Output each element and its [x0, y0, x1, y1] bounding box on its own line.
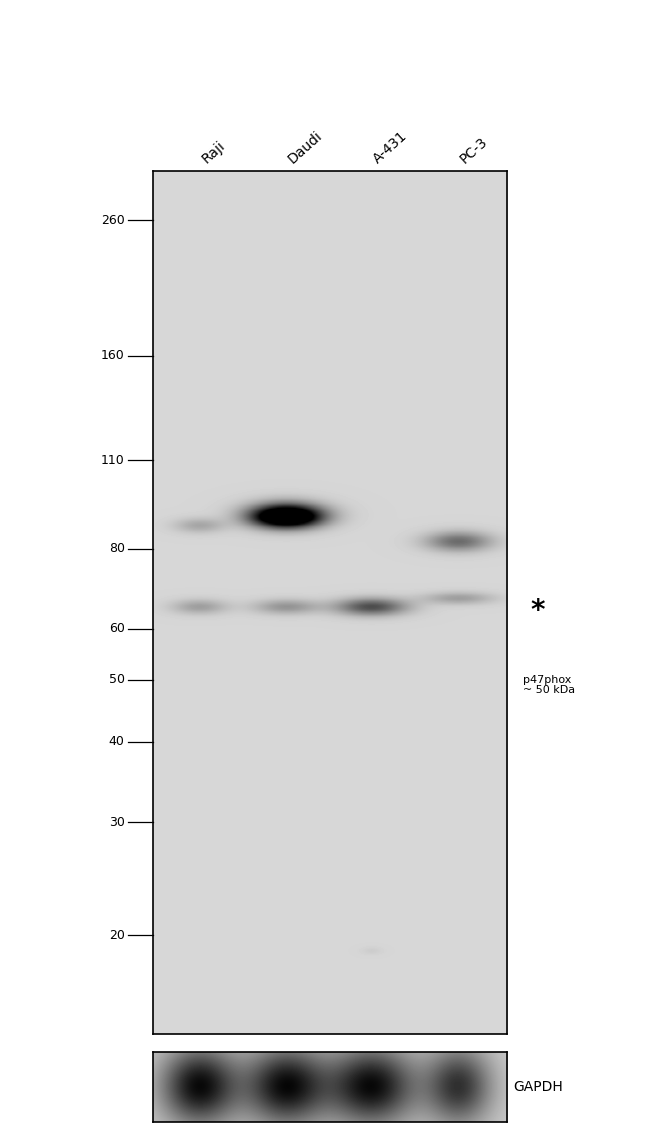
- Text: 260: 260: [101, 214, 125, 227]
- Text: 40: 40: [109, 735, 125, 749]
- Text: *: *: [530, 597, 545, 625]
- Text: 160: 160: [101, 350, 125, 362]
- Text: A-431: A-431: [370, 129, 410, 166]
- Text: ~ 50 kDa: ~ 50 kDa: [523, 686, 575, 695]
- Text: p47phox: p47phox: [523, 676, 571, 686]
- Text: 80: 80: [109, 542, 125, 555]
- Text: 20: 20: [109, 928, 125, 942]
- Text: GAPDH: GAPDH: [514, 1080, 564, 1094]
- Text: PC-3: PC-3: [458, 135, 490, 166]
- Text: Raji: Raji: [199, 138, 228, 166]
- Text: 110: 110: [101, 454, 125, 466]
- Text: Daudi: Daudi: [285, 128, 326, 166]
- Text: 30: 30: [109, 816, 125, 829]
- Text: 60: 60: [109, 623, 125, 636]
- Text: 50: 50: [109, 673, 125, 686]
